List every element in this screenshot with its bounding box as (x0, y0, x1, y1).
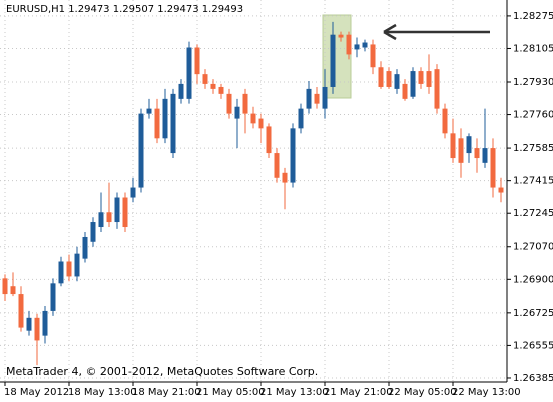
candle-body (74, 253, 80, 277)
candle-body (194, 47, 200, 75)
x-tick-label: 22 May 13:00 (452, 387, 521, 398)
candle-body (130, 187, 136, 198)
candle-body (338, 34, 344, 38)
candle-body (490, 148, 496, 188)
candle-body (330, 34, 336, 87)
x-tick-label: 21 May 21:00 (324, 387, 393, 398)
candle-body (82, 236, 88, 259)
y-tick-label: 1.26385 (513, 373, 553, 384)
candle-body (282, 172, 288, 183)
candle-body (442, 108, 448, 134)
y-tick-label: 1.26725 (513, 308, 553, 319)
y-tick-label: 1.26900 (513, 274, 553, 285)
candle-body (426, 71, 432, 87)
candle-body (186, 47, 192, 99)
candle-body (290, 128, 296, 183)
candle-body (2, 278, 8, 295)
candle-body (66, 261, 72, 277)
candle-body (138, 113, 144, 188)
candle-body (378, 67, 384, 87)
candle-body (218, 86, 224, 94)
candle-body (434, 69, 440, 109)
x-tick-label: 18 May 13:00 (68, 387, 137, 398)
candle-body (394, 74, 400, 89)
y-tick-label: 1.27070 (513, 242, 553, 253)
candle-body (34, 317, 40, 341)
candle-body (266, 126, 272, 154)
candle-body (90, 222, 96, 242)
chart-title: EURUSD,H1 1.29473 1.29507 1.29473 1.2949… (6, 4, 243, 15)
candle-body (474, 148, 480, 159)
candle-body (458, 138, 464, 163)
candle-body (98, 212, 104, 228)
candle-body (226, 93, 232, 114)
y-tick-label: 1.26555 (513, 340, 553, 351)
candle-body (346, 34, 352, 55)
candle-body (322, 86, 328, 109)
candle-body (146, 108, 152, 114)
candle-body (314, 93, 320, 104)
candle-body (354, 44, 360, 50)
y-tick-label: 1.28105 (513, 43, 553, 54)
x-tick-label: 21 May 13:00 (260, 387, 329, 398)
candle-body (402, 83, 408, 99)
candle-body (242, 93, 248, 114)
highlight-box (322, 14, 352, 99)
x-tick-label: 22 May 05:00 (388, 387, 457, 398)
candle-body (210, 83, 216, 89)
x-tick-label: 18 May 2012 (4, 387, 69, 398)
plot-area (0, 0, 507, 382)
x-tick-label: 21 May 05:00 (196, 387, 265, 398)
candle-body (370, 44, 376, 68)
candle-body (482, 148, 488, 163)
candle-body (386, 71, 392, 87)
arrow-head (383, 23, 397, 41)
candle-body (154, 108, 160, 139)
candle-body (298, 108, 304, 129)
candle-body (106, 212, 112, 223)
candle-body (410, 71, 416, 97)
candle-body (122, 197, 128, 228)
x-tick-label: 18 May 21:00 (132, 387, 201, 398)
candle-body (450, 133, 456, 159)
candle-body (58, 261, 64, 284)
candle-body (306, 88, 312, 109)
candle-body (50, 283, 56, 311)
y-tick-label: 1.27760 (513, 110, 553, 121)
copyright-note: MetaTrader 4, © 2001-2012, MetaQuotes So… (6, 365, 318, 378)
candle-body (466, 136, 472, 154)
candle-body (162, 98, 168, 139)
candle-body (234, 106, 240, 119)
candle-body (42, 310, 48, 336)
candle-body (202, 74, 208, 84)
y-tick-label: 1.27245 (513, 208, 553, 219)
y-tick-label: 1.27585 (513, 143, 553, 154)
candle-body (170, 93, 176, 154)
candle-body (114, 197, 120, 223)
y-tick-label: 1.27930 (513, 77, 553, 88)
candle-body (10, 286, 16, 295)
candle-body (362, 42, 368, 48)
candle-body (18, 294, 24, 328)
y-tick-label: 1.27415 (513, 176, 553, 187)
candle-body (26, 317, 32, 331)
candle-body (418, 71, 424, 84)
candle-body (498, 187, 504, 193)
candle-body (274, 153, 280, 178)
candle-body (250, 113, 256, 124)
candle-body (178, 83, 184, 99)
candle-body (258, 118, 264, 129)
y-tick-label: 1.28275 (513, 11, 553, 22)
